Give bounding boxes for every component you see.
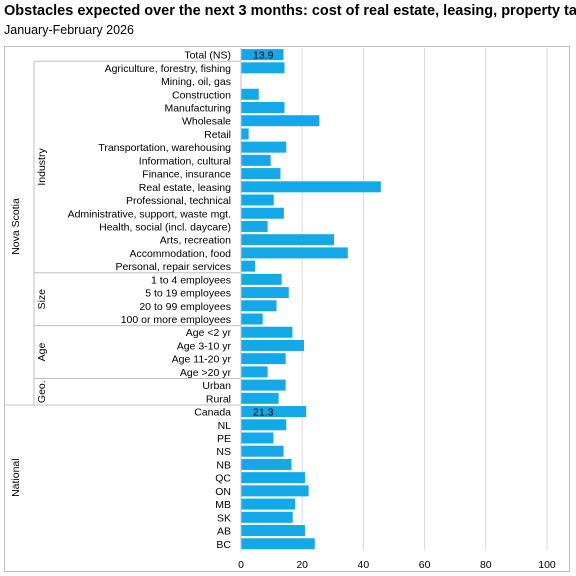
bar [241, 498, 296, 510]
x-tick-label: 60 [419, 559, 431, 571]
category-label: Real estate, leasing [139, 182, 231, 194]
data-label: 13.9 [253, 50, 274, 62]
bar [241, 207, 284, 219]
bar [241, 379, 286, 391]
chart-subtitle: January-February 2026 [4, 23, 134, 37]
bar [241, 445, 284, 457]
bar [241, 406, 307, 418]
category-label: Administrative, support, waste mgt. [68, 208, 231, 220]
bar [241, 115, 320, 127]
bar [241, 88, 259, 100]
bar [241, 247, 348, 259]
category-label: Manufacturing [164, 102, 231, 114]
category-label: Wholesale [182, 116, 231, 128]
bar [241, 353, 286, 365]
category-label: Urban [202, 380, 231, 392]
bar [241, 419, 287, 431]
bar [241, 511, 293, 523]
bar [241, 141, 287, 153]
group-label: Nova Scotia [10, 198, 22, 255]
category-label: Construction [172, 89, 231, 101]
bar [241, 485, 309, 497]
category-label: BC [216, 539, 231, 551]
category-label: Rural [206, 393, 231, 405]
category-label: Accommodation, food [129, 248, 231, 260]
category-label: Mining, oil, gas [161, 76, 231, 88]
bar [241, 366, 268, 378]
bar [241, 326, 293, 338]
x-tick-label: 40 [358, 559, 370, 571]
category-label: Information, cultural [139, 155, 231, 167]
bar [241, 260, 256, 272]
category-label: Total (NS) [184, 50, 231, 62]
category-label: Age <2 yr [186, 327, 232, 339]
subgroup-label: Industry [36, 148, 48, 186]
category-label: Agriculture, forestry, fishing [105, 63, 232, 75]
category-label: Age 11-20 yr [172, 354, 232, 366]
category-label: 5 to 19 employees [145, 288, 231, 300]
bar [241, 432, 274, 444]
category-label: MB [215, 499, 231, 511]
category-label: NS [216, 446, 231, 458]
category-label: QC [215, 473, 231, 485]
bar [241, 168, 281, 180]
category-label: PE [217, 433, 231, 445]
category-label: Canada [194, 407, 231, 419]
group-label: National [10, 458, 22, 497]
bar [241, 181, 381, 193]
category-label: Finance, insurance [142, 169, 231, 181]
category-label: AB [217, 526, 231, 538]
bar [241, 234, 335, 246]
bar [241, 154, 271, 166]
bar [241, 392, 279, 404]
category-label: NB [216, 459, 231, 471]
bar [241, 273, 282, 285]
category-label: Personal, repair services [115, 261, 231, 273]
subgroup-label: Size [36, 289, 48, 310]
bar [241, 472, 305, 484]
category-label: NL [218, 420, 232, 432]
bar [241, 62, 285, 74]
category-label: Arts, recreation [160, 235, 231, 247]
bar [241, 49, 284, 61]
bar [241, 313, 263, 325]
category-label: Retail [204, 129, 231, 141]
bar [241, 300, 277, 312]
category-label: 20 to 99 employees [139, 301, 231, 313]
bar [241, 101, 285, 113]
category-label: 100 or more employees [121, 314, 231, 326]
bar [241, 194, 274, 206]
bar [241, 128, 249, 140]
bar [241, 220, 268, 232]
x-tick-label: 80 [480, 559, 492, 571]
category-label: Age 3-10 yr [177, 340, 232, 352]
bar [241, 458, 292, 470]
category-label: Professional, technical [126, 195, 231, 207]
bar [241, 287, 289, 299]
category-label: Transportation, warehousing [98, 142, 231, 154]
x-tick-label: 100 [538, 559, 556, 571]
data-label: 21.3 [253, 407, 274, 419]
chart-title: Obstacles expected over the next 3 month… [4, 3, 576, 19]
chart-frame [4, 46, 570, 572]
subgroup-label: Age [36, 343, 48, 362]
subgroup-label: Geo. [36, 380, 48, 403]
x-tick-label: 0 [238, 559, 244, 571]
bar [241, 538, 315, 550]
category-label: ON [215, 486, 231, 498]
category-label: 1 to 4 employees [151, 274, 231, 286]
bar [241, 525, 305, 537]
category-label: Age >20 yr [180, 367, 232, 379]
category-label: SK [217, 512, 231, 524]
category-label: Health, social (incl. daycare) [99, 221, 231, 233]
x-tick-label: 20 [296, 559, 308, 571]
bar [241, 339, 305, 351]
